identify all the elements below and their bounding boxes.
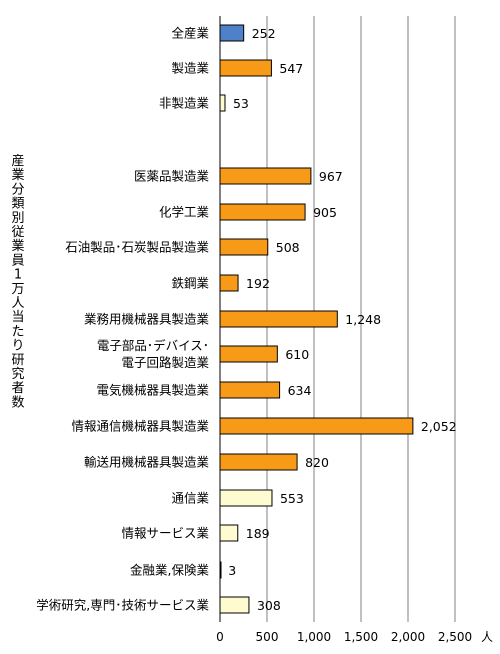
data-label: 508	[276, 240, 300, 255]
x-tick-label: 500	[256, 630, 279, 644]
bar	[219, 453, 298, 471]
category-label: 化学工業	[159, 205, 210, 220]
category-label: 製造業	[171, 61, 209, 76]
category-label: 医薬品製造業	[134, 169, 210, 184]
bar	[219, 381, 281, 399]
data-label: 967	[319, 169, 343, 184]
bar	[219, 59, 272, 77]
category-label: 非製造業	[159, 96, 210, 111]
data-label: 820	[305, 455, 329, 470]
category-label: 情報通信機械器具製造業	[71, 419, 209, 434]
category-label: 学術研究,専門･技術サービス業	[36, 598, 209, 613]
x-tick-label: 1,500	[344, 630, 378, 644]
data-label: 189	[246, 526, 270, 541]
data-label: 308	[257, 598, 281, 613]
category-label: 全産業	[171, 26, 209, 41]
bar	[219, 24, 245, 42]
bar	[219, 596, 250, 614]
category-label: 石油製品･石炭製品製造業	[65, 240, 209, 255]
x-tick-label: 1,000	[297, 630, 331, 644]
category-label: 電気機械器具製造業	[96, 383, 209, 398]
data-label: 610	[285, 347, 309, 362]
value-labels: 252 547 53 967 905 508 192 1,248 610 634 2,052 820 5…	[228, 26, 456, 613]
x-tick-label: 2,500	[438, 630, 472, 644]
data-label: 905	[313, 205, 337, 220]
x-tick-label: 0	[216, 630, 224, 644]
bar	[219, 417, 414, 435]
data-label: 553	[280, 491, 304, 506]
bar	[219, 167, 312, 185]
category-label: 輸送用機械器具製造業	[84, 455, 210, 470]
category-label: 金融業,保険業	[130, 563, 209, 578]
bar	[219, 274, 239, 292]
data-label: 634	[288, 383, 312, 398]
bar	[219, 524, 239, 542]
y-axis-title: 産業分類別従業員 1 万人当たり研究者数	[11, 153, 24, 410]
category-labels: 全産業製造業非製造業医薬品製造業化学工業石油製品･石炭製品製造業鉄鋼業業務用機械…	[36, 26, 209, 613]
bar	[219, 238, 269, 256]
x-tick-label: 2,000	[391, 630, 425, 644]
unit-label: 人	[481, 630, 493, 644]
data-label: 2,052	[421, 419, 457, 434]
bar	[219, 345, 278, 363]
grid-lines	[266, 16, 456, 622]
x-axis-ticks: 0 500 1,000 1,500 2,000 2,500	[216, 630, 472, 644]
category-label: 電子部品･デバイス･	[97, 338, 209, 353]
category-label: 通信業	[171, 491, 209, 506]
data-label: 547	[279, 61, 303, 76]
bars	[219, 24, 414, 614]
category-label: 電子回路製造業	[121, 355, 209, 370]
bar	[219, 310, 338, 328]
data-label: 252	[252, 26, 276, 41]
bar	[219, 94, 226, 112]
data-label: 3	[228, 563, 236, 578]
bar	[219, 489, 273, 507]
category-label: 業務用機械器具製造業	[84, 312, 210, 327]
bar	[219, 203, 306, 221]
data-label: 53	[233, 96, 249, 111]
data-label: 1,248	[345, 312, 381, 327]
category-label: 情報サービス業	[121, 526, 209, 541]
data-label: 192	[246, 276, 270, 291]
category-label: 鉄鋼業	[171, 276, 209, 291]
